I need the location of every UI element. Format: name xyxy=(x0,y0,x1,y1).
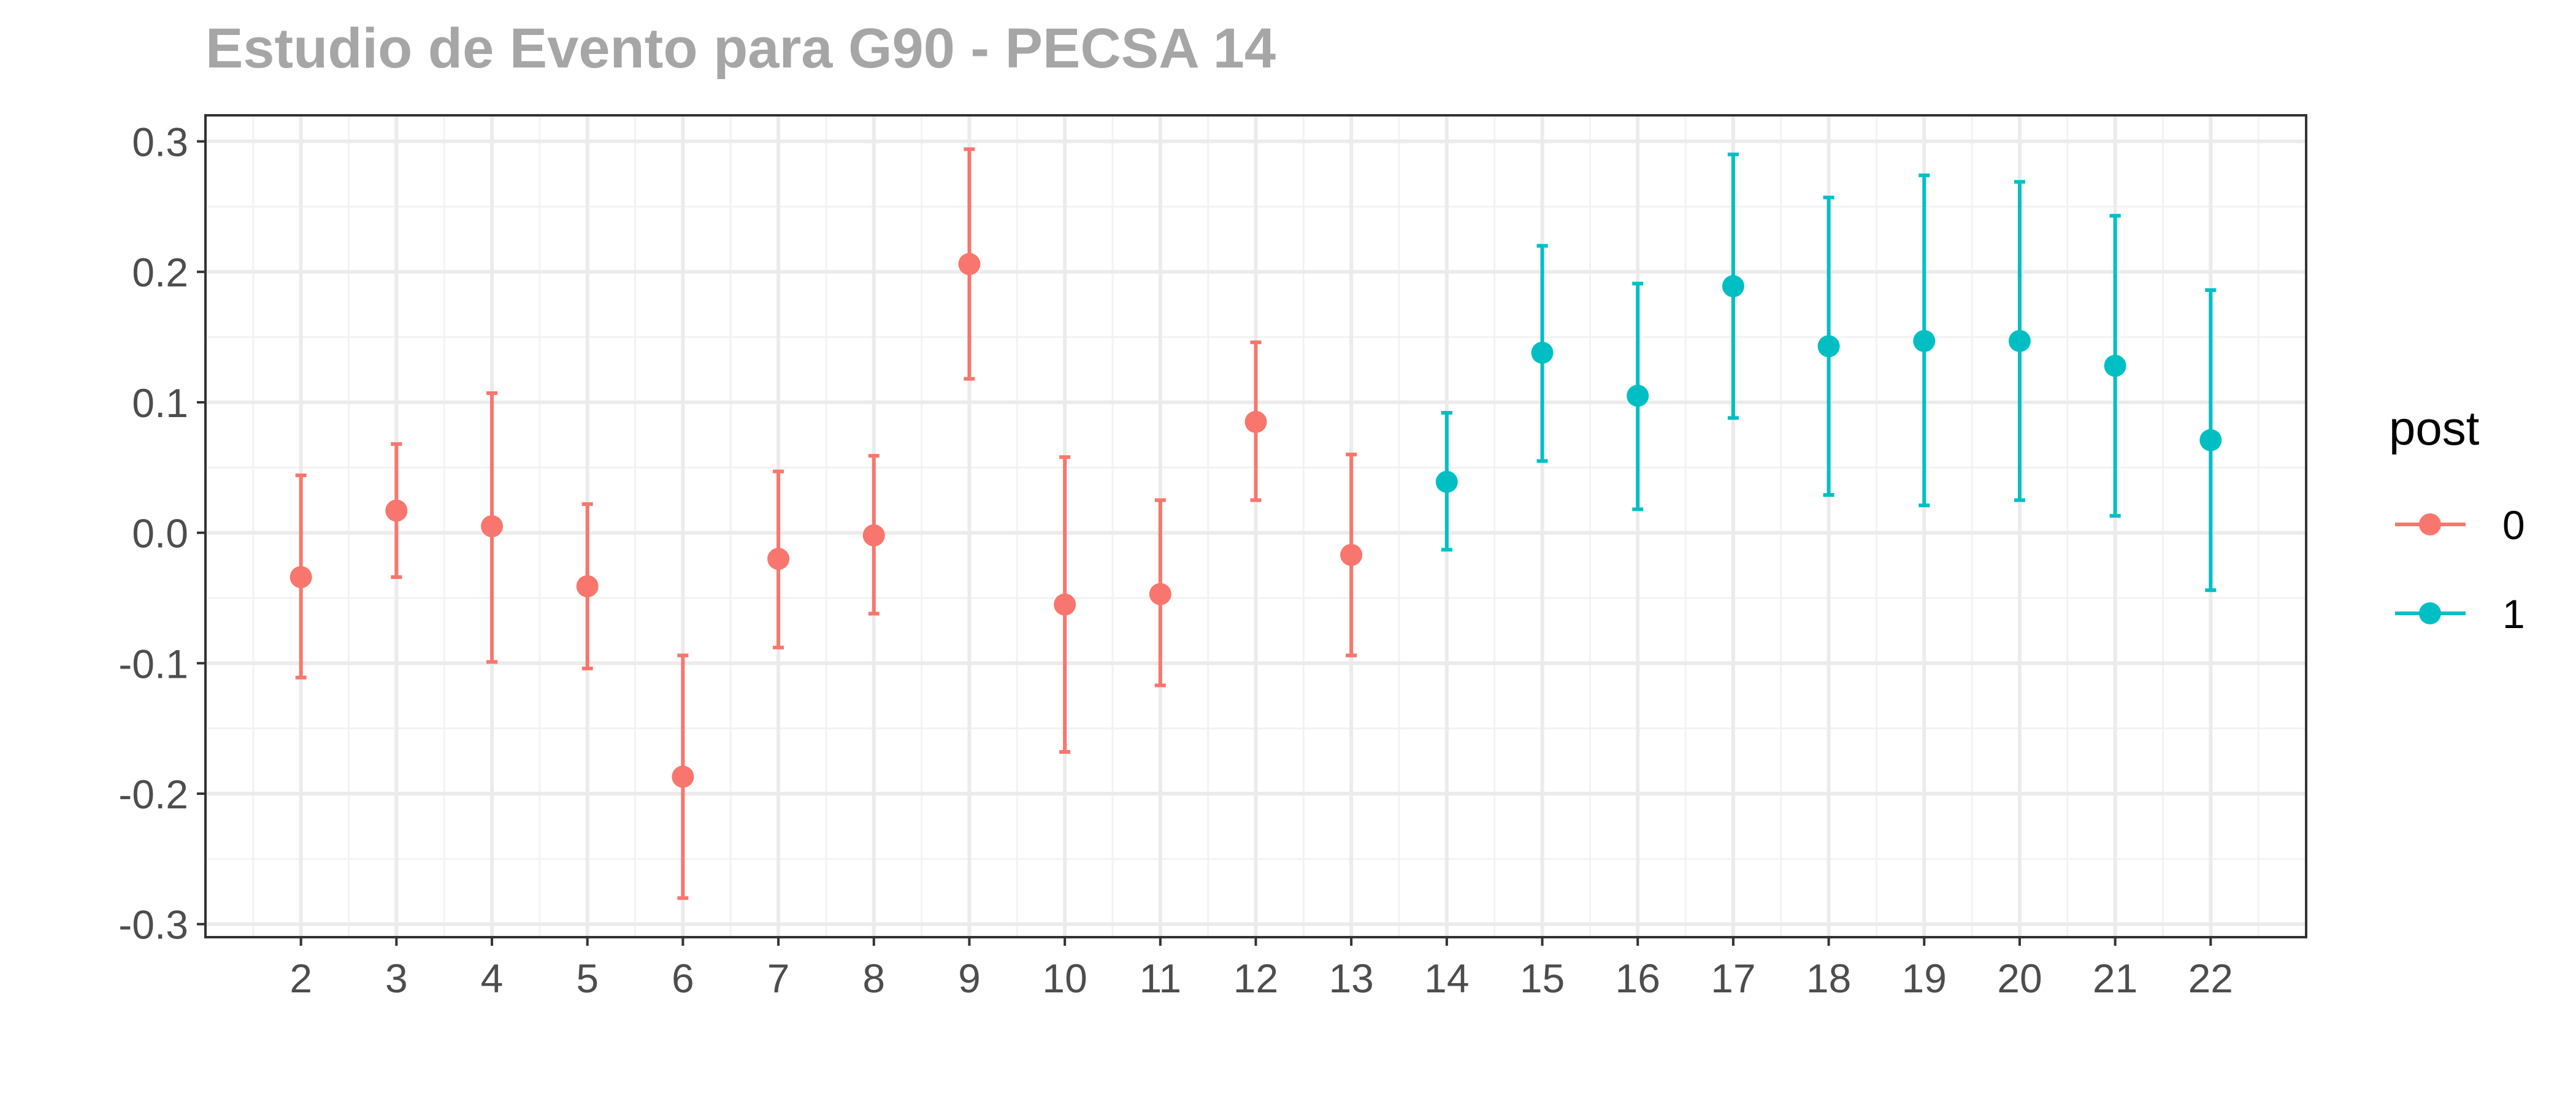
legend: post 0 1 xyxy=(2389,401,2525,637)
data-point xyxy=(2104,355,2126,377)
data-point xyxy=(862,524,885,546)
x-tick-label: 11 xyxy=(1140,956,1182,1001)
data-point xyxy=(2199,429,2222,451)
x-tick-label: 6 xyxy=(672,956,694,1001)
x-tick-label: 16 xyxy=(1616,956,1660,1001)
data-points xyxy=(289,253,2222,788)
y-tick-label: -0.2 xyxy=(118,772,188,817)
data-point xyxy=(289,565,312,588)
legend-key-point xyxy=(2419,602,2441,624)
x-tick-label: 18 xyxy=(1806,956,1851,1001)
y-tick-label: 0.0 xyxy=(132,511,188,556)
data-point xyxy=(1913,329,1936,352)
data-point xyxy=(672,765,694,788)
data-point xyxy=(767,548,790,570)
x-tick-label: 21 xyxy=(2093,956,2137,1001)
legend-label: 1 xyxy=(2502,591,2525,637)
x-tick-label: 14 xyxy=(1424,956,1469,1001)
grid-major xyxy=(205,115,2306,937)
x-tick-label: 15 xyxy=(1520,956,1565,1001)
legend-key-point xyxy=(2419,513,2441,535)
x-tick-label: 7 xyxy=(767,956,790,1001)
y-tick-label: 0.2 xyxy=(132,250,188,295)
x-tick-label: 9 xyxy=(958,956,981,1001)
y-tick-label: 0.1 xyxy=(132,380,188,426)
x-axis: 2 3 4 5 6 7 8 9 10 11 12 13 14 15 16 17 18 19 20 21 22 xyxy=(289,937,2233,1001)
data-point xyxy=(1340,543,1363,566)
data-point xyxy=(1435,470,1458,493)
data-point xyxy=(958,253,981,275)
x-tick-label: 3 xyxy=(385,956,408,1001)
data-point xyxy=(1244,410,1267,433)
x-tick-label: 17 xyxy=(1711,956,1755,1001)
x-tick-label: 4 xyxy=(481,956,504,1001)
data-point xyxy=(1149,583,1171,605)
x-tick-label: 2 xyxy=(289,956,312,1001)
data-point xyxy=(481,515,504,537)
legend-label: 0 xyxy=(2502,502,2525,548)
x-tick-label: 13 xyxy=(1328,956,1373,1001)
y-tick-label: 0.3 xyxy=(132,120,188,165)
data-point xyxy=(1722,275,1744,297)
x-tick-label: 22 xyxy=(2188,956,2233,1001)
y-axis: -0.3 -0.2 -0.1 0.0 0.1 0.2 0.3 xyxy=(118,120,205,948)
data-point xyxy=(385,499,408,522)
x-tick-label: 19 xyxy=(1902,956,1947,1001)
data-point xyxy=(1531,342,1554,364)
data-point xyxy=(576,575,599,597)
x-tick-label: 10 xyxy=(1042,956,1087,1001)
legend-title: post xyxy=(2389,401,2480,455)
y-tick-label: -0.3 xyxy=(118,902,188,948)
x-tick-label: 8 xyxy=(862,956,885,1001)
data-point xyxy=(1627,385,1649,407)
y-tick-label: -0.1 xyxy=(118,641,188,686)
data-point xyxy=(2008,329,2031,352)
x-tick-label: 20 xyxy=(1997,956,2042,1001)
x-tick-label: 12 xyxy=(1233,956,1278,1001)
data-point xyxy=(1054,593,1076,616)
x-tick-label: 5 xyxy=(576,956,599,1001)
data-point xyxy=(1817,335,1840,358)
chart-title: Estudio de Evento para G90 - PECSA 14 xyxy=(205,17,1276,80)
